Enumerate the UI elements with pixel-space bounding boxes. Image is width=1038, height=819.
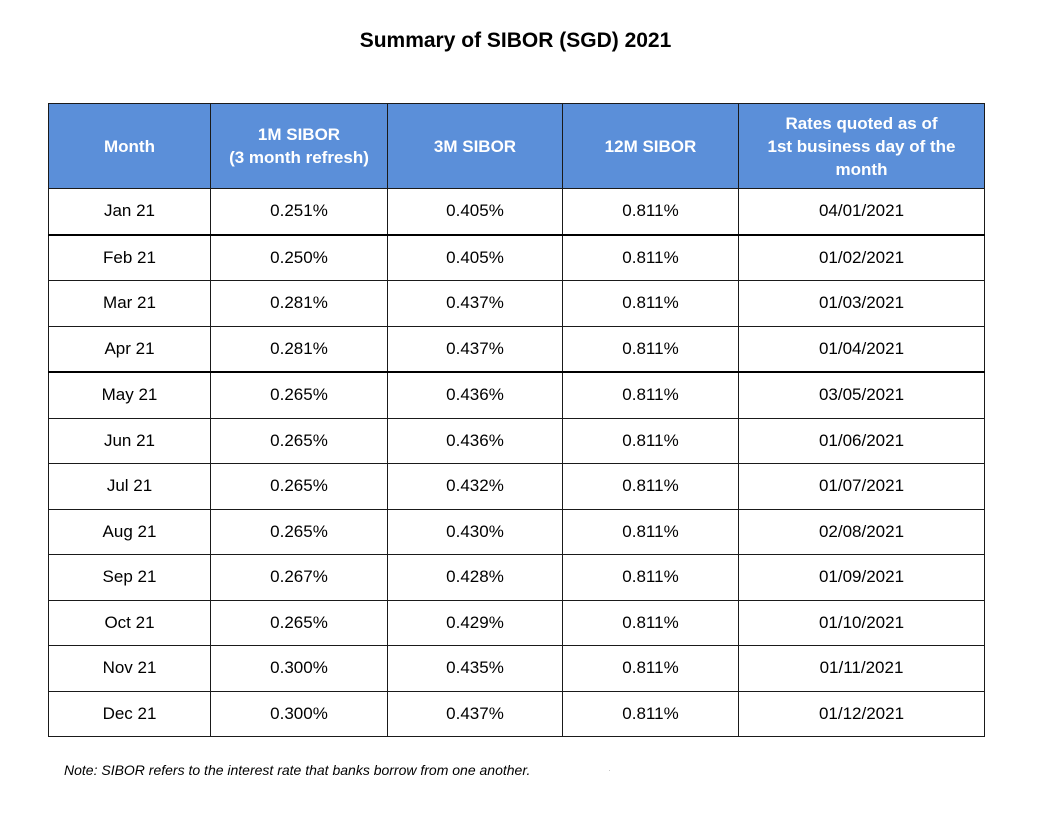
- cell-1m-sibor: 0.265%: [210, 371, 388, 419]
- header-rates-quoted-line3: month: [835, 159, 888, 179]
- cell-3m-sibor: 0.437%: [387, 325, 563, 373]
- cell-12m-sibor: 0.811%: [562, 599, 739, 646]
- cell-1m-sibor: 0.265%: [210, 463, 388, 510]
- cell-quoted-date: 01/11/2021: [738, 645, 985, 692]
- cell-12m-sibor: 0.811%: [562, 554, 739, 601]
- cell-month: Apr 21: [48, 325, 211, 373]
- stray-dot: [609, 770, 610, 771]
- table-row: May 21 0.265% 0.436% 0.811% 03/05/2021: [48, 371, 985, 419]
- cell-1m-sibor: 0.267%: [210, 554, 388, 601]
- cell-12m-sibor: 0.811%: [562, 371, 739, 419]
- cell-month: Mar 21: [48, 280, 211, 327]
- cell-3m-sibor: 0.428%: [387, 554, 563, 601]
- cell-12m-sibor: 0.811%: [562, 280, 739, 327]
- cell-12m-sibor: 0.811%: [562, 233, 739, 281]
- header-rates-quoted-line2: 1st business day of the: [767, 136, 956, 156]
- page-title: Summary of SIBOR (SGD) 2021: [359, 29, 672, 52]
- header-1m-sibor: 1M SIBOR (3 month refresh): [210, 103, 388, 189]
- cell-3m-sibor: 0.437%: [387, 690, 563, 737]
- cell-quoted-date: 01/09/2021: [738, 554, 985, 601]
- cell-1m-sibor: 0.300%: [210, 645, 388, 692]
- cell-quoted-date: 01/02/2021: [738, 233, 985, 281]
- table-row: Mar 21 0.281% 0.437% 0.811% 01/03/2021: [48, 280, 985, 327]
- cell-quoted-date: 04/01/2021: [738, 188, 985, 235]
- cell-3m-sibor: 0.436%: [387, 417, 563, 464]
- cell-1m-sibor: 0.300%: [210, 690, 388, 737]
- cell-month: Jul 21: [48, 463, 211, 510]
- cell-1m-sibor: 0.251%: [210, 188, 388, 235]
- table-row: Oct 21 0.265% 0.429% 0.811% 01/10/2021: [48, 599, 985, 646]
- header-rates-quoted-line1: Rates quoted as of: [785, 113, 938, 133]
- cell-quoted-date: 02/08/2021: [738, 508, 985, 555]
- cell-1m-sibor: 0.265%: [210, 599, 388, 646]
- header-12m-sibor: 12M SIBOR: [562, 103, 739, 189]
- sibor-table: Month 1M SIBOR (3 month refresh) 3M SIBO…: [48, 103, 985, 737]
- cell-1m-sibor: 0.250%: [210, 233, 388, 281]
- cell-12m-sibor: 0.811%: [562, 690, 739, 737]
- header-1m-sibor-line1: 1M SIBOR: [257, 125, 341, 144]
- cell-12m-sibor: 0.811%: [562, 645, 739, 692]
- cell-1m-sibor: 0.281%: [210, 280, 388, 327]
- cell-3m-sibor: 0.435%: [387, 645, 563, 692]
- cell-month: Aug 21: [48, 508, 211, 555]
- cell-3m-sibor: 0.405%: [387, 188, 563, 235]
- cell-quoted-date: 01/12/2021: [738, 690, 985, 737]
- table-row: Sep 21 0.267% 0.428% 0.811% 01/09/2021: [48, 554, 985, 601]
- cell-3m-sibor: 0.436%: [387, 371, 563, 419]
- cell-3m-sibor: 0.432%: [387, 463, 563, 510]
- cell-12m-sibor: 0.811%: [562, 325, 739, 373]
- cell-12m-sibor: 0.811%: [562, 417, 739, 464]
- cell-month: Nov 21: [48, 645, 211, 692]
- cell-1m-sibor: 0.281%: [210, 325, 388, 373]
- header-rates-quoted: Rates quoted as of 1st business day of t…: [738, 103, 985, 189]
- cell-1m-sibor: 0.265%: [210, 508, 388, 555]
- cell-3m-sibor: 0.429%: [387, 599, 563, 646]
- cell-3m-sibor: 0.437%: [387, 280, 563, 327]
- header-3m-sibor: 3M SIBOR: [387, 103, 563, 189]
- table-row: Nov 21 0.300% 0.435% 0.811% 01/11/2021: [48, 645, 985, 692]
- header-1m-sibor-line2: (3 month refresh): [229, 148, 369, 167]
- cell-12m-sibor: 0.811%: [562, 463, 739, 510]
- cell-month: May 21: [48, 371, 211, 419]
- cell-month: Oct 21: [48, 599, 211, 646]
- cell-3m-sibor: 0.405%: [387, 233, 563, 281]
- table-row: Jun 21 0.265% 0.436% 0.811% 01/06/2021: [48, 417, 985, 464]
- cell-12m-sibor: 0.811%: [562, 188, 739, 235]
- table-row: Jan 21 0.251% 0.405% 0.811% 04/01/2021: [48, 188, 985, 235]
- table-row: Feb 21 0.250% 0.405% 0.811% 01/02/2021: [48, 233, 985, 281]
- cell-quoted-date: 03/05/2021: [738, 371, 985, 419]
- cell-month: Jan 21: [48, 188, 211, 235]
- cell-quoted-date: 01/06/2021: [738, 417, 985, 464]
- cell-quoted-date: 01/10/2021: [738, 599, 985, 646]
- table-row: Dec 21 0.300% 0.437% 0.811% 01/12/2021: [48, 690, 985, 737]
- header-month: Month: [48, 103, 211, 189]
- table-row: Jul 21 0.265% 0.432% 0.811% 01/07/2021: [48, 463, 985, 510]
- cell-month: Jun 21: [48, 417, 211, 464]
- table-header-row: Month 1M SIBOR (3 month refresh) 3M SIBO…: [48, 103, 985, 189]
- cell-quoted-date: 01/04/2021: [738, 325, 985, 373]
- cell-quoted-date: 01/07/2021: [738, 463, 985, 510]
- cell-month: Feb 21: [48, 233, 211, 281]
- table-row: Apr 21 0.281% 0.437% 0.811% 01/04/2021: [48, 325, 985, 373]
- cell-month: Sep 21: [48, 554, 211, 601]
- table-row: Aug 21 0.265% 0.430% 0.811% 02/08/2021: [48, 508, 985, 555]
- footnote: Note: SIBOR refers to the interest rate …: [64, 762, 531, 778]
- cell-3m-sibor: 0.430%: [387, 508, 563, 555]
- cell-quoted-date: 01/03/2021: [738, 280, 985, 327]
- cell-1m-sibor: 0.265%: [210, 417, 388, 464]
- cell-month: Dec 21: [48, 690, 211, 737]
- cell-12m-sibor: 0.811%: [562, 508, 739, 555]
